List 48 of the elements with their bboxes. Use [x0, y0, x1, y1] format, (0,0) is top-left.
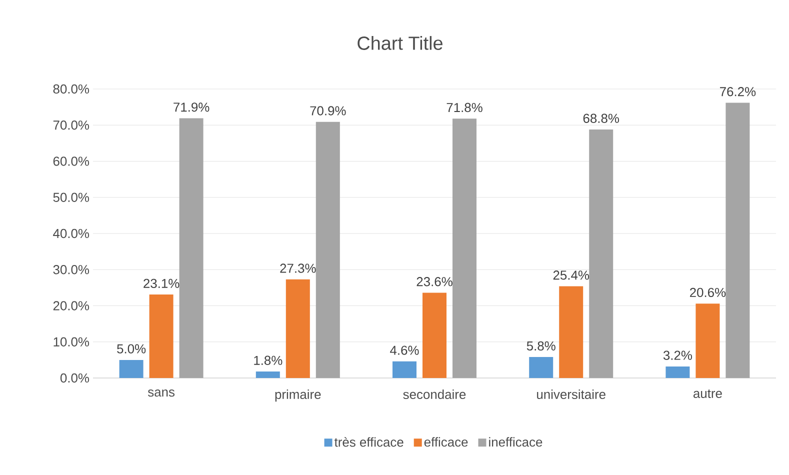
y-tick-label: 60.0%: [53, 156, 90, 166]
y-tick-label: 80.0%: [53, 84, 90, 94]
bar: [422, 292, 446, 378]
x-tick-label: universitaire: [537, 390, 606, 400]
data-label: 68.8%: [583, 114, 620, 123]
bar: [316, 122, 340, 378]
y-tick-label: 40.0%: [53, 228, 90, 238]
data-label: 23.1%: [144, 278, 180, 288]
x-tick-label: primaire: [275, 390, 321, 402]
bar: [119, 360, 144, 378]
bar: [452, 118, 476, 378]
y-tick-label: 20.0%: [53, 301, 90, 310]
bar: [256, 371, 280, 378]
legend-label: inefficace: [489, 437, 542, 447]
x-tick-label: sans: [148, 390, 175, 397]
data-label: 3.2%: [663, 350, 692, 360]
data-label: 23.6%: [416, 277, 452, 286]
data-label: 27.3%: [280, 264, 316, 273]
data-label: 71.9%: [174, 102, 210, 112]
y-tick-label: 50.0%: [53, 192, 90, 202]
data-label: 4.6%: [390, 346, 419, 355]
x-tick-label: autre: [693, 390, 722, 398]
bar: [286, 279, 310, 378]
chart-title: Chart Title: [358, 36, 442, 50]
data-label: 76.2%: [720, 87, 756, 96]
bar: [696, 304, 720, 378]
bar: [149, 294, 174, 378]
data-label: 20.6%: [690, 288, 726, 298]
data-label: 71.8%: [446, 102, 482, 112]
data-label: 5.0%: [117, 344, 146, 354]
y-tick-label: 0.0%: [60, 373, 90, 383]
bar: [589, 129, 614, 378]
data-label: 1.8%: [254, 356, 282, 365]
data-label: 25.4%: [553, 270, 590, 280]
y-tick-label: 30.0%: [53, 265, 90, 274]
bar: [726, 102, 750, 378]
data-label: 70.9%: [310, 106, 346, 116]
legend-label: efficace: [424, 437, 468, 447]
y-tick-label: 10.0%: [54, 337, 90, 346]
data-label: 5.8%: [526, 341, 556, 351]
y-tick-label: 70.0%: [53, 120, 90, 130]
bar: [666, 366, 690, 378]
bar: [392, 361, 416, 378]
bar: [529, 357, 554, 378]
bar: [179, 118, 204, 378]
legend-label: très efficace: [334, 437, 404, 447]
x-tick-label: secondaire: [403, 390, 466, 400]
bar: [559, 286, 584, 378]
